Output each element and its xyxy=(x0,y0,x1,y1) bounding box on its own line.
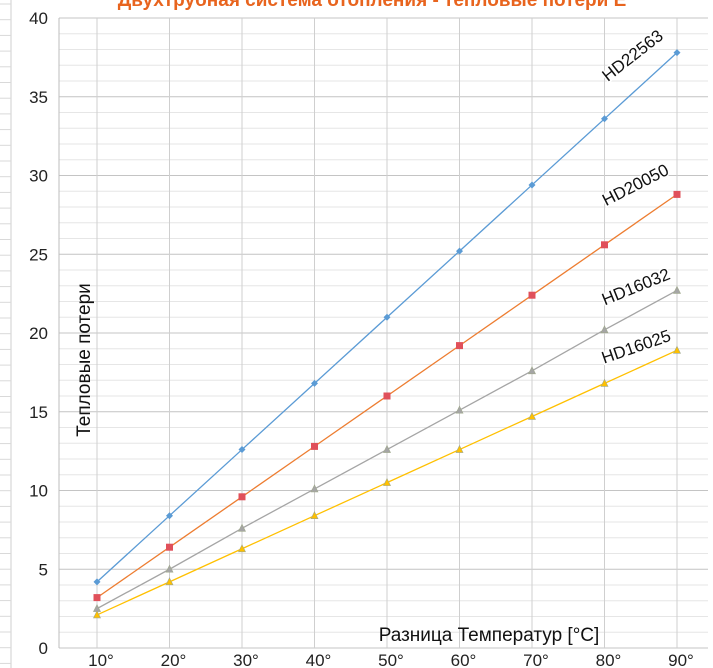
data-point xyxy=(310,511,319,520)
data-point xyxy=(311,379,318,387)
x-tick-label: 40° xyxy=(306,651,332,668)
data-point xyxy=(93,610,101,619)
data-point xyxy=(383,313,391,321)
data-point xyxy=(165,564,174,573)
data-point xyxy=(93,578,101,586)
data-point xyxy=(383,477,391,486)
chart-grid xyxy=(58,17,708,649)
chart-title: Двухтрубная система отопления - тепловые… xyxy=(118,0,627,11)
data-point xyxy=(238,523,246,532)
series-HD16025 xyxy=(93,345,681,619)
y-tick-label: 40 xyxy=(29,9,48,28)
series-label-HD16032: HD16032 xyxy=(599,265,673,310)
data-point xyxy=(166,512,173,520)
series-label-HD20050: HD20050 xyxy=(599,160,672,210)
left-ruler-strip xyxy=(0,0,12,668)
y-tick-label: 15 xyxy=(29,403,48,422)
y-tick-label: 25 xyxy=(29,245,48,264)
data-point xyxy=(383,444,391,453)
data-point xyxy=(383,392,391,400)
x-tick-label: 70° xyxy=(523,651,549,668)
data-point xyxy=(166,543,173,551)
data-point xyxy=(238,493,246,501)
x-axis-ticks: 10° 20° 30° 40° 50° 60° 70° 80° 90° xyxy=(88,651,694,668)
data-point xyxy=(600,378,609,387)
data-point xyxy=(456,342,463,350)
x-tick-label: 50° xyxy=(378,651,404,668)
y-tick-label: 20 xyxy=(29,324,48,343)
x-axis-label: Разница Температур [°C] xyxy=(379,625,600,646)
y-axis-label: Тепловые потери xyxy=(74,283,95,437)
series-label-HD22563: HD22563 xyxy=(598,26,666,85)
data-point xyxy=(673,190,681,198)
data-point xyxy=(600,325,609,334)
data-point xyxy=(93,594,101,602)
data-point xyxy=(528,181,536,189)
data-point xyxy=(601,241,608,249)
data-point xyxy=(238,446,246,454)
x-tick-label: 30° xyxy=(233,651,259,668)
data-point xyxy=(673,345,681,354)
y-tick-label: 0 xyxy=(39,639,48,658)
x-tick-label: 20° xyxy=(161,651,187,668)
series-layer xyxy=(93,49,681,619)
y-tick-label: 30 xyxy=(29,167,48,186)
x-tick-label: 10° xyxy=(88,651,114,668)
y-tick-label: 10 xyxy=(29,482,48,501)
y-axis-ticks: 0 5 10 15 20 25 30 35 40 xyxy=(29,9,48,658)
data-point xyxy=(238,544,246,553)
data-point xyxy=(673,49,681,57)
y-tick-label: 35 xyxy=(29,88,48,107)
data-point xyxy=(455,444,464,453)
data-point xyxy=(165,577,174,586)
series-HD22563 xyxy=(93,49,681,586)
data-point xyxy=(455,405,464,414)
data-point xyxy=(311,442,318,450)
data-point xyxy=(310,484,319,493)
x-tick-label: 90° xyxy=(668,651,694,668)
x-tick-label: 60° xyxy=(451,651,477,668)
data-point xyxy=(673,285,681,294)
series-label-HD16025: HD16025 xyxy=(599,326,673,367)
data-point xyxy=(528,366,536,375)
data-point xyxy=(456,247,463,255)
data-point xyxy=(528,291,536,299)
series-HD16032 xyxy=(93,285,681,612)
x-tick-label: 80° xyxy=(596,651,622,668)
data-point xyxy=(528,411,536,420)
data-point xyxy=(601,115,608,123)
y-tick-label: 5 xyxy=(39,560,48,579)
series-HD20050 xyxy=(93,190,681,602)
series-labels: HD22563 HD20050 HD16032 HD16025 xyxy=(597,25,675,369)
